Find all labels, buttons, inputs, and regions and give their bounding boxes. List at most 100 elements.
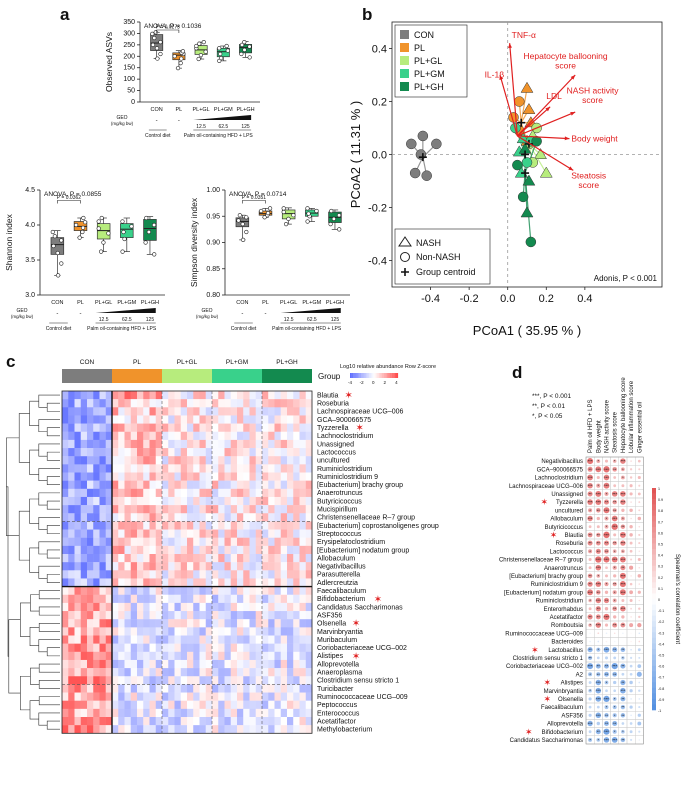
heatmap-cell bbox=[255, 668, 263, 677]
sig-mark: *** bbox=[621, 541, 626, 546]
heatmap-cell bbox=[162, 717, 169, 726]
legend-tick: 2 bbox=[384, 380, 387, 385]
x-tick-label: 0.2 bbox=[539, 293, 554, 305]
heatmap-cell bbox=[230, 668, 238, 677]
heatmap-cell bbox=[80, 676, 88, 685]
heatmap-cell bbox=[87, 554, 94, 563]
heatmap-cell bbox=[205, 513, 213, 522]
heatmap-cell bbox=[255, 399, 263, 408]
sig-legend: **, P < 0.01 bbox=[532, 403, 565, 410]
heatmap-cell bbox=[143, 480, 150, 489]
heatmap-cell bbox=[137, 725, 144, 734]
heatmap-cell bbox=[230, 399, 238, 408]
colorbar-step bbox=[652, 665, 656, 672]
heatmap-cell bbox=[237, 521, 244, 530]
heatmap-cell bbox=[168, 488, 175, 498]
heatmap-cell bbox=[174, 431, 181, 441]
dendrogram-branch bbox=[38, 517, 60, 530]
corr-circle bbox=[588, 549, 593, 554]
heatmap-cell bbox=[224, 602, 231, 612]
heatmap-cell bbox=[143, 692, 150, 701]
corr-circle bbox=[630, 648, 632, 651]
heatmap-cell bbox=[168, 472, 175, 481]
heatmap-cell bbox=[143, 529, 150, 538]
heatmap-cell bbox=[180, 684, 188, 693]
heatmap-cell bbox=[137, 537, 144, 547]
heatmap-cell bbox=[299, 594, 306, 604]
heatmap-cell bbox=[68, 456, 75, 465]
heatmap-cell bbox=[74, 692, 81, 701]
heatmap-cell bbox=[237, 431, 244, 441]
heatmap-cell bbox=[174, 415, 181, 424]
geo-units-label: (mg/kg bw) bbox=[111, 121, 134, 126]
heatmap-cell bbox=[143, 602, 150, 612]
colorbar-step bbox=[652, 582, 656, 589]
sig-mark: *** bbox=[588, 500, 593, 505]
y-tick-label: 100 bbox=[123, 76, 135, 83]
colorbar-step bbox=[652, 621, 656, 628]
heatmap-cell bbox=[262, 627, 269, 636]
heatmap-cell bbox=[155, 505, 163, 514]
dendrogram-branch bbox=[46, 574, 60, 583]
data-point bbox=[240, 222, 245, 227]
corr-circle bbox=[629, 664, 633, 668]
heatmap-cell bbox=[237, 423, 244, 432]
heatmap-cell bbox=[237, 586, 244, 595]
sig-mark: ** bbox=[621, 647, 625, 652]
heatmap-cell bbox=[149, 708, 156, 718]
corr-circle bbox=[612, 705, 617, 710]
legend-color-step bbox=[386, 373, 389, 378]
heatmap-cell bbox=[187, 611, 194, 620]
legend-color-step bbox=[353, 373, 355, 378]
corr-circle bbox=[613, 476, 617, 479]
heatmap-cell bbox=[130, 602, 138, 612]
corr-circle bbox=[587, 466, 593, 472]
data-point bbox=[331, 216, 336, 221]
heatmap-cell bbox=[180, 578, 188, 587]
corr-circle bbox=[612, 729, 617, 734]
heatmap-cell bbox=[80, 562, 88, 571]
corr-circle bbox=[637, 557, 641, 562]
heatmap-cell bbox=[243, 578, 250, 587]
sig-mark: *** bbox=[596, 713, 601, 718]
heatmap-cell bbox=[105, 594, 113, 604]
sig-mark: ** bbox=[621, 524, 625, 529]
sig-bracket bbox=[57, 200, 81, 204]
heatmap-cell bbox=[105, 399, 113, 408]
heatmap-cell bbox=[243, 521, 250, 530]
heatmap-cell bbox=[255, 725, 263, 734]
sig-mark: * bbox=[606, 491, 608, 496]
group-bar-PL bbox=[112, 369, 162, 383]
heatmap-cell bbox=[155, 725, 163, 734]
corr-circle bbox=[629, 582, 633, 586]
heatmap-cell bbox=[299, 480, 306, 489]
heatmap-cell bbox=[168, 505, 175, 514]
x-tick-label-PL+GL: PL+GL bbox=[95, 300, 112, 306]
heatmap-cell bbox=[205, 456, 213, 465]
heatmap-cell bbox=[80, 537, 88, 547]
heatmap-cell bbox=[224, 472, 231, 481]
heatmap-cell bbox=[99, 594, 106, 604]
heatmap-cell bbox=[262, 448, 269, 457]
heatmap-cell bbox=[274, 537, 281, 547]
heatmap-cell bbox=[199, 496, 206, 506]
heatmap-cell bbox=[180, 456, 188, 465]
data-point bbox=[150, 31, 155, 36]
heatmap-cell bbox=[305, 594, 313, 604]
heatmap-cell bbox=[299, 578, 306, 587]
vector-arrowhead bbox=[568, 166, 574, 171]
heatmap-cell bbox=[149, 505, 156, 514]
data-point bbox=[101, 240, 106, 245]
heatmap-cell bbox=[299, 643, 306, 652]
heatmap-cell bbox=[130, 505, 138, 514]
heatmap-cell bbox=[224, 537, 231, 547]
row-label: Methylobacterium bbox=[317, 727, 372, 734]
heatmap-cell bbox=[237, 448, 244, 457]
heatmap-cell bbox=[118, 684, 125, 693]
heatmap-cell bbox=[305, 505, 313, 514]
legend-tick: 4 bbox=[395, 380, 398, 385]
heatmap-cell bbox=[287, 651, 294, 661]
sig-mark: *** bbox=[612, 737, 617, 742]
point-nash-PL bbox=[520, 81, 534, 93]
heatmap-cell bbox=[218, 578, 225, 587]
